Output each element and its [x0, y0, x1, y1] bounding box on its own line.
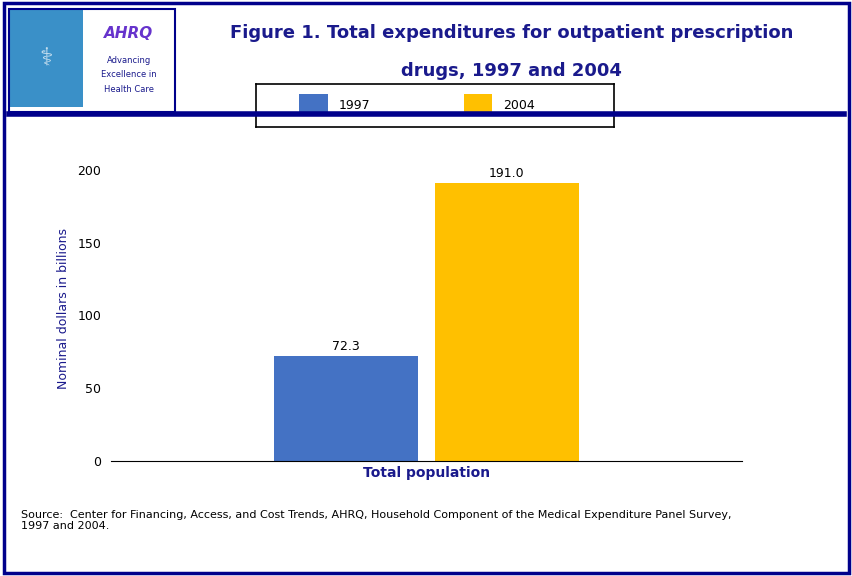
Text: Health Care: Health Care	[104, 85, 153, 94]
Bar	[435, 183, 578, 461]
Text: Source:  Center for Financing, Access, and Cost Trends, AHRQ, Household Componen: Source: Center for Financing, Access, an…	[21, 510, 731, 531]
Text: AHRQ: AHRQ	[104, 26, 153, 41]
Text: drugs, 1997 and 2004: drugs, 1997 and 2004	[401, 62, 621, 80]
Text: 72.3: 72.3	[332, 340, 360, 353]
Bar	[274, 356, 417, 461]
Text: ⚕: ⚕	[40, 46, 53, 70]
Text: Excellence in: Excellence in	[101, 70, 157, 79]
Bar	[298, 94, 327, 116]
Text: Figure 1. Total expenditures for outpatient prescription: Figure 1. Total expenditures for outpati…	[230, 24, 792, 42]
Text: Advancing: Advancing	[106, 56, 151, 65]
Text: 191.0: 191.0	[488, 167, 524, 180]
Y-axis label: Nominal dollars in billions: Nominal dollars in billions	[57, 228, 70, 389]
Bar	[463, 94, 492, 116]
Text: 1997: 1997	[338, 98, 370, 112]
Text: 2004: 2004	[503, 98, 534, 112]
